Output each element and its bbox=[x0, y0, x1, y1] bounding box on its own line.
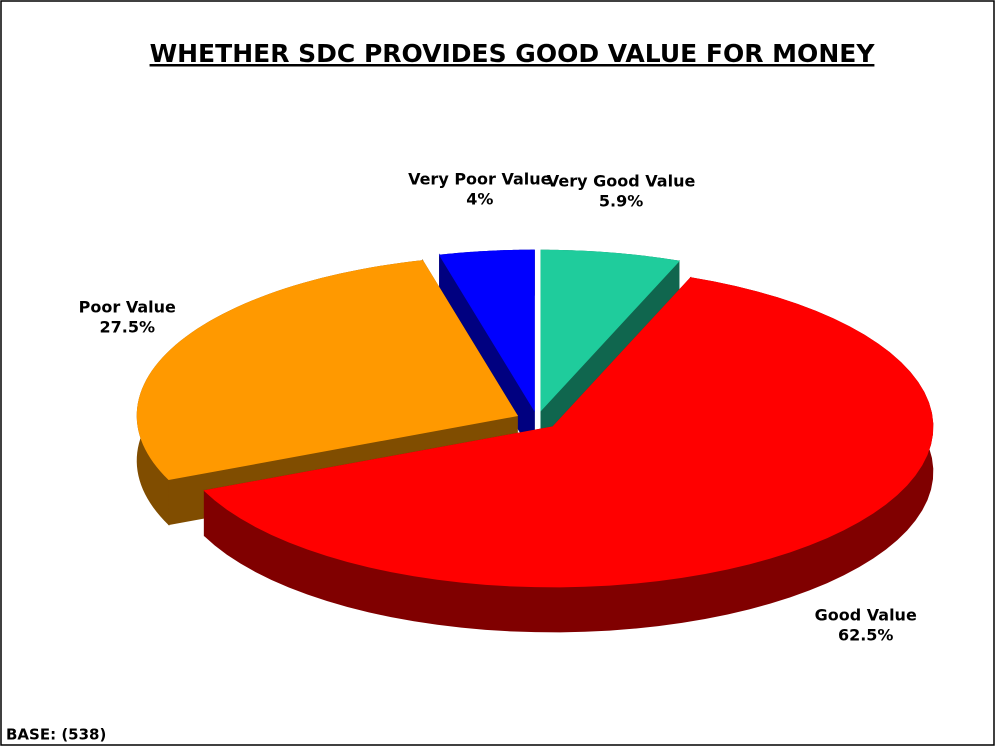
value-label: 5.9% bbox=[599, 191, 643, 210]
value-label: 27.5% bbox=[100, 318, 156, 337]
slice-top bbox=[203, 277, 934, 588]
category-label: Very Poor Value bbox=[408, 169, 552, 188]
category-label: Poor Value bbox=[79, 298, 176, 317]
footnote: BASE: (538) bbox=[6, 726, 106, 744]
pie-slice bbox=[203, 276, 934, 633]
category-label: Good Value bbox=[815, 605, 917, 624]
value-label: 62.5% bbox=[838, 625, 894, 644]
chart-title: WHETHER SDC PROVIDES GOOD VALUE FOR MONE… bbox=[150, 39, 876, 68]
slice-top bbox=[438, 249, 535, 412]
slice-top bbox=[540, 249, 680, 412]
category-label: Very Good Value bbox=[547, 171, 696, 190]
value-label: 4% bbox=[466, 189, 493, 208]
slice-top bbox=[136, 260, 519, 481]
